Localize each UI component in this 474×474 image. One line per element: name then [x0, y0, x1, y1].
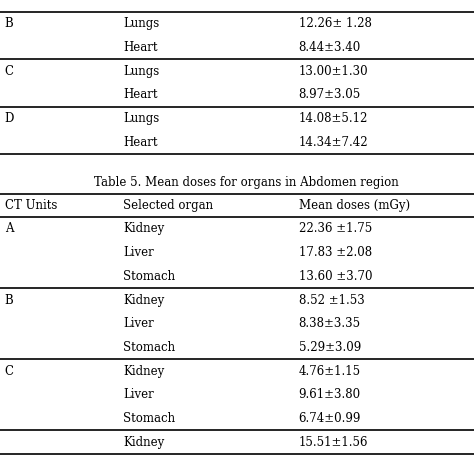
Text: 14.08±5.12: 14.08±5.12 [299, 112, 368, 125]
Text: 8.97±3.05: 8.97±3.05 [299, 88, 361, 101]
Text: 14.34±7.42: 14.34±7.42 [299, 136, 368, 149]
Text: 6.74±0.99: 6.74±0.99 [299, 412, 361, 425]
Text: B: B [5, 293, 13, 307]
Text: Heart: Heart [123, 41, 158, 54]
Text: 5.29±3.09: 5.29±3.09 [299, 341, 361, 354]
Text: CT Units: CT Units [5, 199, 57, 212]
Text: Mean doses (mGy): Mean doses (mGy) [299, 199, 410, 212]
Text: Kidney: Kidney [123, 436, 164, 449]
Text: 4.76±1.15: 4.76±1.15 [299, 365, 361, 378]
Text: Lungs: Lungs [123, 112, 159, 125]
Text: A: A [5, 222, 13, 236]
Text: Kidney: Kidney [123, 365, 164, 378]
Text: Kidney: Kidney [123, 293, 164, 307]
Text: D: D [5, 112, 14, 125]
Text: Liver: Liver [123, 388, 154, 401]
Text: 8.44±3.40: 8.44±3.40 [299, 41, 361, 54]
Text: 9.61±3.80: 9.61±3.80 [299, 388, 361, 401]
Text: 22.36 ±1.75: 22.36 ±1.75 [299, 222, 372, 236]
Text: Selected organ: Selected organ [123, 199, 213, 212]
Text: Stomach: Stomach [123, 270, 175, 283]
Text: Liver: Liver [123, 317, 154, 330]
Text: 13.60 ±3.70: 13.60 ±3.70 [299, 270, 372, 283]
Text: 17.83 ±2.08: 17.83 ±2.08 [299, 246, 372, 259]
Text: 15.51±1.56: 15.51±1.56 [299, 436, 368, 449]
Text: 8.38±3.35: 8.38±3.35 [299, 317, 361, 330]
Text: Liver: Liver [123, 246, 154, 259]
Text: Heart: Heart [123, 136, 158, 149]
Text: Stomach: Stomach [123, 341, 175, 354]
Text: C: C [5, 365, 14, 378]
Text: Lungs: Lungs [123, 17, 159, 30]
Text: Kidney: Kidney [123, 222, 164, 236]
Text: Stomach: Stomach [123, 412, 175, 425]
Text: B: B [5, 17, 13, 30]
Text: 8.52 ±1.53: 8.52 ±1.53 [299, 293, 365, 307]
Text: 12.26± 1.28: 12.26± 1.28 [299, 17, 372, 30]
Text: Table 5. Mean doses for organs in Abdomen region: Table 5. Mean doses for organs in Abdome… [94, 176, 399, 189]
Text: Heart: Heart [123, 88, 158, 101]
Text: C: C [5, 64, 14, 78]
Text: 13.00±1.30: 13.00±1.30 [299, 64, 368, 78]
Text: Lungs: Lungs [123, 64, 159, 78]
